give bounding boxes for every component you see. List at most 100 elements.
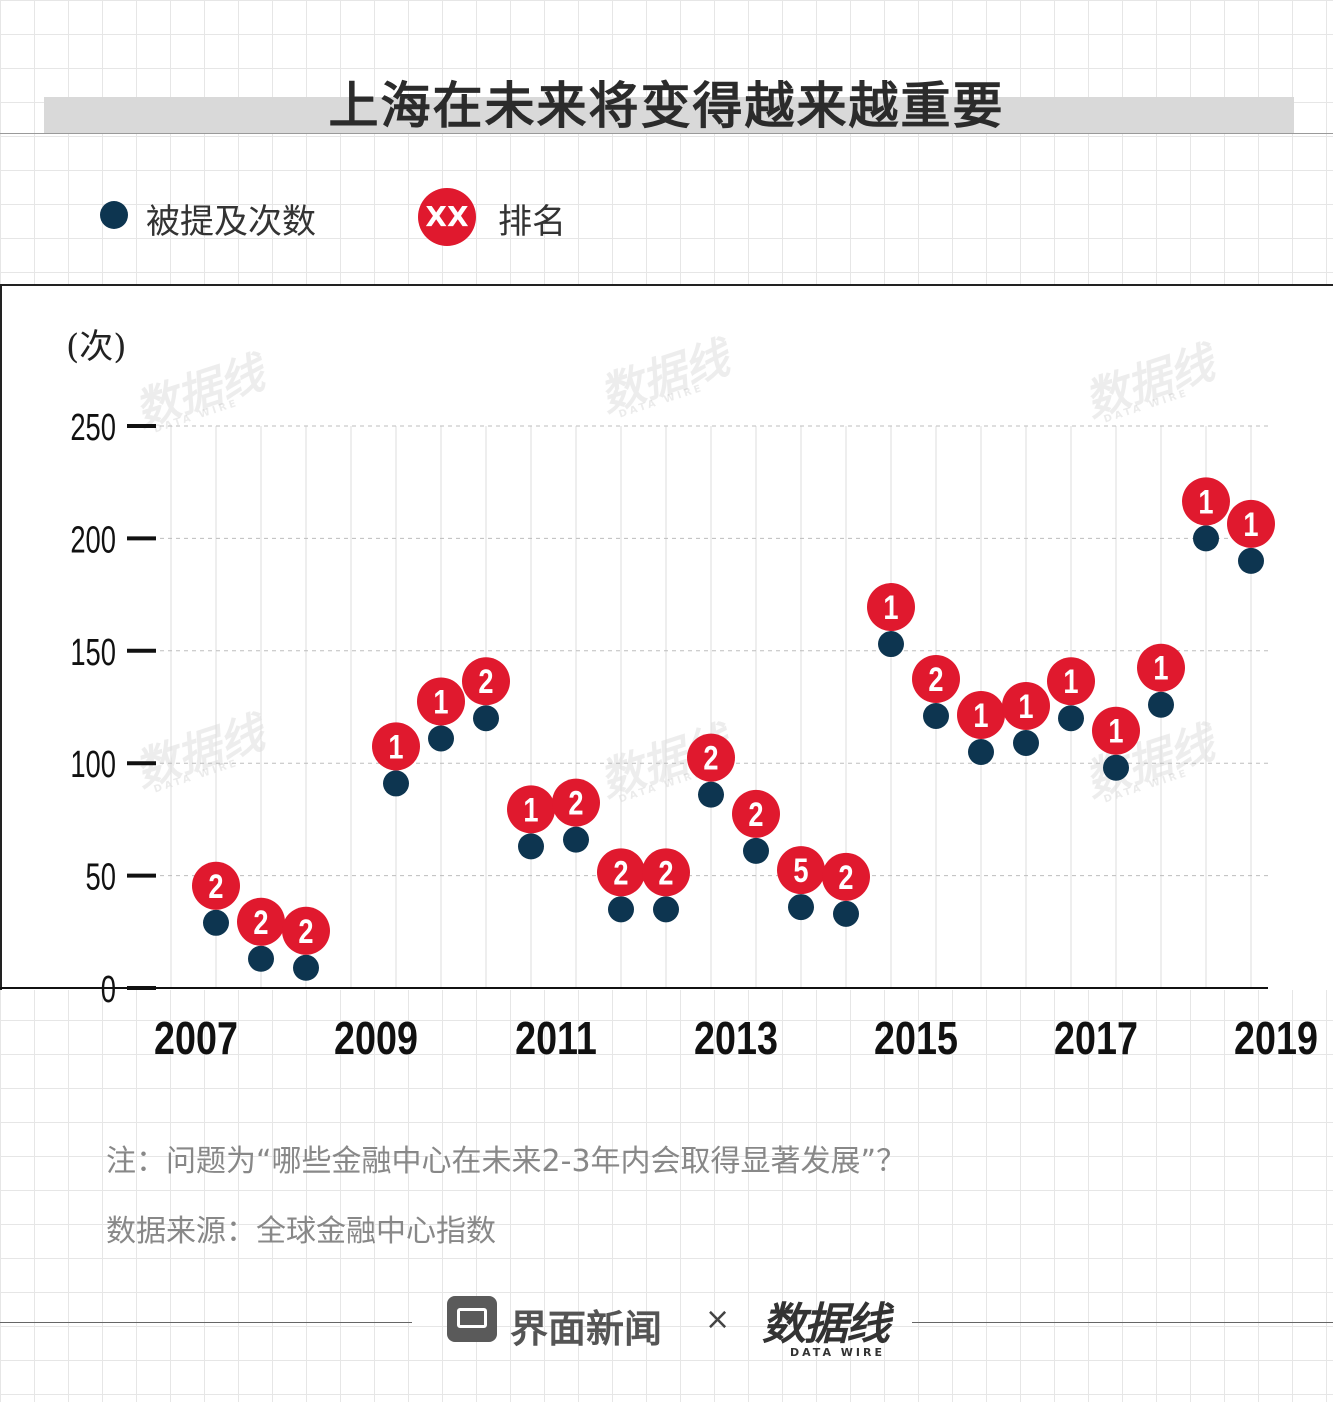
rank-label: 2: [703, 739, 718, 778]
rank-badge: [1182, 477, 1230, 526]
rank-label: 2: [658, 853, 673, 892]
jiemian-logo-icon: [447, 1296, 497, 1342]
rank-badge: [1047, 657, 1095, 706]
rank-label: 1: [1063, 662, 1078, 701]
mention-point: [563, 826, 589, 853]
rank-badge: [462, 657, 510, 706]
mention-point: [383, 770, 409, 797]
x-tick-label: 2007: [154, 1012, 238, 1063]
title-band: [44, 97, 1294, 133]
y-tick-label: 50: [86, 856, 116, 898]
mention-point: [293, 954, 319, 981]
rank-badge: [237, 897, 285, 946]
source-note: 数据来源：全球金融中心指数: [106, 1214, 496, 1249]
mention-point: [698, 781, 724, 808]
title-rule: [0, 133, 1333, 134]
rank-label: 1: [1018, 687, 1033, 726]
mention-point: [428, 725, 454, 752]
footer-brand-jiemian: 界面新闻: [510, 1307, 663, 1351]
rank-label: 1: [883, 588, 898, 627]
mention-point: [1058, 705, 1084, 732]
footer-rule-left: [0, 1322, 412, 1323]
rank-label: 2: [838, 858, 853, 897]
mention-point: [743, 837, 769, 864]
rank-label: 5: [793, 851, 808, 890]
x-tick-label: 2019: [1234, 1012, 1318, 1063]
footer-brand-datawire-sub: DATA WIRE: [790, 1346, 885, 1359]
mention-point: [788, 894, 814, 921]
mention-point: [608, 896, 634, 923]
rank-label: 1: [1153, 649, 1168, 688]
footer-brand-datawire: 数据线: [762, 1299, 890, 1350]
legend: 被提及次数 XX 排名: [0, 188, 1333, 248]
mention-point: [1193, 525, 1219, 552]
mention-point: [1013, 729, 1039, 756]
x-tick-label: 2017: [1054, 1012, 1138, 1063]
rank-badge: [1002, 681, 1050, 730]
mention-point: [248, 945, 274, 972]
rank-label: 2: [748, 795, 763, 834]
rank-label: 2: [478, 662, 493, 701]
mention-point: [653, 896, 679, 923]
y-tick-label: 250: [70, 407, 116, 449]
x-tick-label: 2009: [334, 1012, 418, 1063]
rank-badge: [507, 785, 555, 834]
mention-point: [518, 833, 544, 860]
rank-badge: [957, 690, 1005, 739]
rank-label: 1: [1198, 482, 1213, 521]
y-tick-label: 0: [101, 969, 116, 1011]
rank-label: 2: [613, 853, 628, 892]
y-tick-label: 150: [70, 632, 116, 674]
rank-badge: [192, 861, 240, 910]
rank-badge: [822, 852, 870, 901]
rank-badge: [282, 906, 330, 955]
y-tick-label: 100: [70, 744, 116, 786]
mention-point: [923, 702, 949, 729]
mention-point: [878, 631, 904, 658]
rank-badge: [1092, 706, 1140, 755]
footnote: 注：问题为“哪些金融中心在未来2-3年内会取得显著发展”？: [106, 1144, 907, 1179]
rank-badge: [687, 733, 735, 782]
mention-point: [968, 738, 994, 765]
footer-rule-right: [912, 1322, 1333, 1323]
y-axis-unit-label: (次): [66, 327, 127, 367]
mention-point: [833, 900, 859, 927]
rank-label: 2: [253, 903, 268, 942]
mention-point: [1103, 754, 1129, 781]
rank-badge: [552, 778, 600, 827]
rank-badge: [597, 848, 645, 897]
rank-label: 2: [298, 912, 313, 951]
rank-label: 1: [1108, 712, 1123, 751]
rank-label: 1: [1243, 505, 1258, 544]
rank-badge: [777, 846, 825, 895]
rank-badge: [1137, 643, 1185, 692]
mention-point: [1238, 547, 1264, 574]
mention-point: [203, 909, 229, 936]
rank-label: 2: [568, 784, 583, 823]
rank-badge: [912, 654, 960, 703]
rank-label: 1: [523, 790, 538, 829]
legend-mentions-label: 被提及次数: [146, 202, 316, 242]
legend-rank-badge: XX: [418, 188, 476, 246]
x-tick-label: 2011: [515, 1012, 597, 1063]
x-tick-label: 2013: [694, 1012, 778, 1063]
rank-label: 2: [208, 867, 223, 906]
chart-title: 上海在未来将变得越来越重要: [328, 77, 1005, 135]
y-tick-label: 200: [70, 519, 116, 561]
legend-rank-label: 排名: [498, 202, 566, 242]
mention-point: [473, 705, 499, 732]
mention-point: [1148, 691, 1174, 718]
rank-label: 1: [433, 683, 448, 722]
rank-badge: [642, 848, 690, 897]
rank-badge: [732, 789, 780, 838]
rank-label: 2: [928, 660, 943, 699]
rank-badge: [1227, 499, 1275, 548]
title-area: 上海在未来将变得越来越重要: [0, 60, 1333, 140]
chart-svg: 0 50 100 150 200 250 (次) 2007 2009 2011 2013 2015 20…: [0, 327, 1318, 1064]
rank-label: 1: [388, 728, 403, 767]
rank-label: 1: [973, 696, 988, 735]
footer: 界面新闻 × 数据线 DATA WIRE: [0, 1284, 1333, 1364]
footer-times: ×: [705, 1302, 731, 1337]
x-tick-label: 2015: [874, 1012, 958, 1063]
rank-badge: [417, 677, 465, 726]
